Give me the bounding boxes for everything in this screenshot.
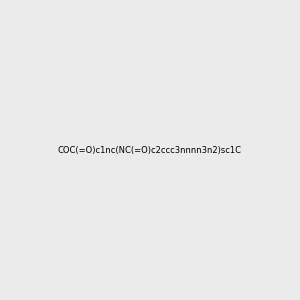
Text: COC(=O)c1nc(NC(=O)c2ccc3nnnn3n2)sc1C: COC(=O)c1nc(NC(=O)c2ccc3nnnn3n2)sc1C [58, 146, 242, 154]
